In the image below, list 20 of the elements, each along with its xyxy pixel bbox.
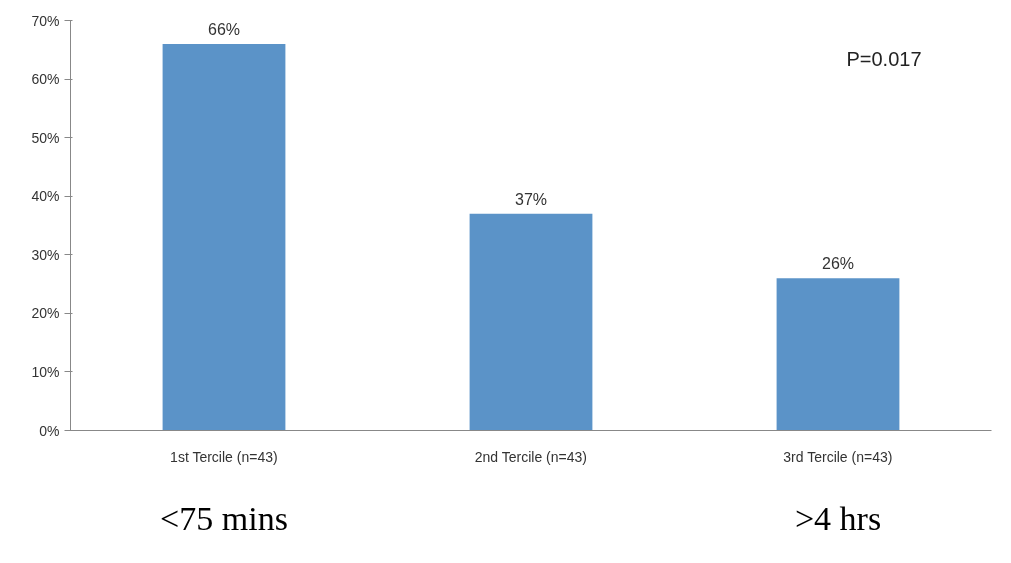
annotation: P=0.017 [846,47,922,70]
y-tick-label: 40% [31,188,60,205]
bar [776,278,900,431]
y-tick-label: 30% [31,246,60,263]
data-label: 66% [207,20,241,38]
data-label: 26% [821,255,855,273]
text: <75 mins [160,499,288,537]
y-tick-label: 20% [31,305,60,322]
x-tick-label: 3rd Tercile (n=43) [783,448,893,465]
y-tick-label: 50% [31,129,60,146]
y-tick-label: 0% [39,422,60,439]
x-tick-label: 1st Tercile (n=43) [170,448,278,465]
text: >4 hrs [794,499,882,537]
bar [469,213,593,431]
y-tick-label: 10% [31,363,60,380]
data-label: 37% [514,190,548,208]
x-tick-label: 2nd Tercile (n=43) [474,448,587,465]
bar [162,43,286,431]
y-tick-label: 70% [31,12,60,29]
y-tick-label: 60% [31,71,60,88]
